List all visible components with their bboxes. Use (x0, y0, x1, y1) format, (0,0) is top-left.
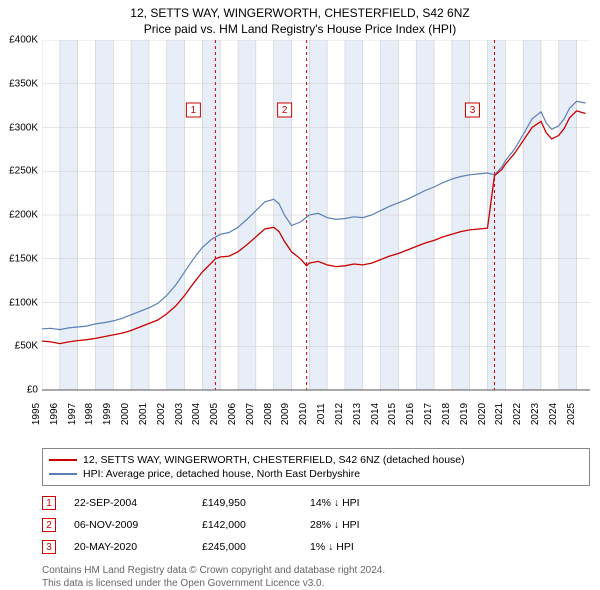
x-tick-label: 2000 (120, 403, 131, 425)
y-tick-label: £50K (15, 341, 38, 352)
x-tick-label: 2003 (173, 403, 184, 425)
x-tick-label: 1999 (102, 403, 113, 425)
y-tick-label: £400K (9, 35, 38, 46)
x-tick-label: 2004 (191, 403, 202, 425)
svg-text:3: 3 (470, 105, 476, 116)
x-tick-label: 2005 (209, 403, 220, 425)
y-tick-label: £150K (9, 253, 38, 264)
chart-container: 12, SETTS WAY, WINGERWORTH, CHESTERFIELD… (0, 0, 600, 590)
sales-marker: 1 (42, 496, 56, 510)
legend-swatch (49, 473, 77, 475)
x-tick-label: 2017 (423, 403, 434, 425)
x-tick-label: 2018 (441, 403, 452, 425)
y-tick-label: £250K (9, 166, 38, 177)
y-tick-label: £0 (27, 385, 38, 396)
x-tick-label: 2020 (476, 403, 487, 425)
sales-delta: 1% ↓ HPI (310, 541, 400, 553)
sales-table: 1 22-SEP-2004 £149,950 14% ↓ HPI 2 06-NOV-200… (42, 492, 590, 558)
legend-label: HPI: Average price, detached house, Nort… (83, 468, 360, 480)
footnote-line-2: This data is licensed under the Open Gov… (42, 577, 590, 590)
sales-row: 3 20-MAY-2020 £245,000 1% ↓ HPI (42, 536, 590, 558)
x-tick-label: 2008 (263, 403, 274, 425)
y-tick-label: £200K (9, 210, 38, 221)
chart-subtitle: Price paid vs. HM Land Registry's House … (0, 20, 600, 40)
x-tick-label: 2001 (138, 403, 149, 425)
x-tick-label: 2019 (459, 403, 470, 425)
x-tick-label: 2007 (245, 403, 256, 425)
sales-price: £142,000 (202, 519, 292, 531)
x-tick-label: 2013 (352, 403, 363, 425)
y-tick-label: £350K (9, 78, 38, 89)
legend-row: 12, SETTS WAY, WINGERWORTH, CHESTERFIELD… (49, 453, 583, 467)
legend-swatch (49, 459, 77, 461)
chart-title: 12, SETTS WAY, WINGERWORTH, CHESTERFIELD… (0, 0, 600, 20)
footnote-line-1: Contains HM Land Registry data © Crown c… (42, 564, 590, 577)
chart-plot-area: 123£0£50K£100K£150K£200K£250K£300K£350K£… (42, 40, 590, 410)
x-tick-label: 1996 (49, 403, 60, 425)
legend-label: 12, SETTS WAY, WINGERWORTH, CHESTERFIELD… (83, 454, 465, 466)
y-tick-label: £300K (9, 122, 38, 133)
x-tick-label: 2023 (530, 403, 541, 425)
x-tick-label: 1995 (31, 403, 42, 425)
x-tick-label: 2016 (405, 403, 416, 425)
sales-delta: 28% ↓ HPI (310, 519, 400, 531)
x-tick-label: 2015 (387, 403, 398, 425)
x-tick-label: 2006 (227, 403, 238, 425)
x-tick-label: 2014 (369, 403, 380, 425)
x-tick-label: 1998 (84, 403, 95, 425)
x-tick-label: 2022 (512, 403, 523, 425)
y-tick-label: £100K (9, 297, 38, 308)
x-tick-label: 2002 (156, 403, 167, 425)
x-tick-label: 2009 (280, 403, 291, 425)
legend-box: 12, SETTS WAY, WINGERWORTH, CHESTERFIELD… (42, 448, 590, 486)
sales-date: 22-SEP-2004 (74, 497, 184, 509)
svg-text:1: 1 (191, 105, 197, 116)
sales-date: 20-MAY-2020 (74, 541, 184, 553)
sales-row: 2 06-NOV-2009 £142,000 28% ↓ HPI (42, 514, 590, 536)
sales-date: 06-NOV-2009 (74, 519, 184, 531)
sales-row: 1 22-SEP-2004 £149,950 14% ↓ HPI (42, 492, 590, 514)
x-tick-label: 2012 (334, 403, 345, 425)
svg-text:2: 2 (282, 105, 288, 116)
x-tick-label: 2010 (298, 403, 309, 425)
sales-price: £245,000 (202, 541, 292, 553)
legend-row: HPI: Average price, detached house, Nort… (49, 467, 583, 481)
x-tick-label: 2021 (494, 403, 505, 425)
sales-price: £149,950 (202, 497, 292, 509)
x-tick-label: 1997 (67, 403, 78, 425)
sales-marker: 2 (42, 518, 56, 532)
x-tick-label: 2025 (566, 403, 577, 425)
x-tick-label: 2011 (316, 403, 327, 425)
footnote: Contains HM Land Registry data © Crown c… (42, 564, 590, 590)
x-tick-label: 2024 (548, 403, 559, 425)
sales-marker: 3 (42, 540, 56, 554)
sales-delta: 14% ↓ HPI (310, 497, 400, 509)
